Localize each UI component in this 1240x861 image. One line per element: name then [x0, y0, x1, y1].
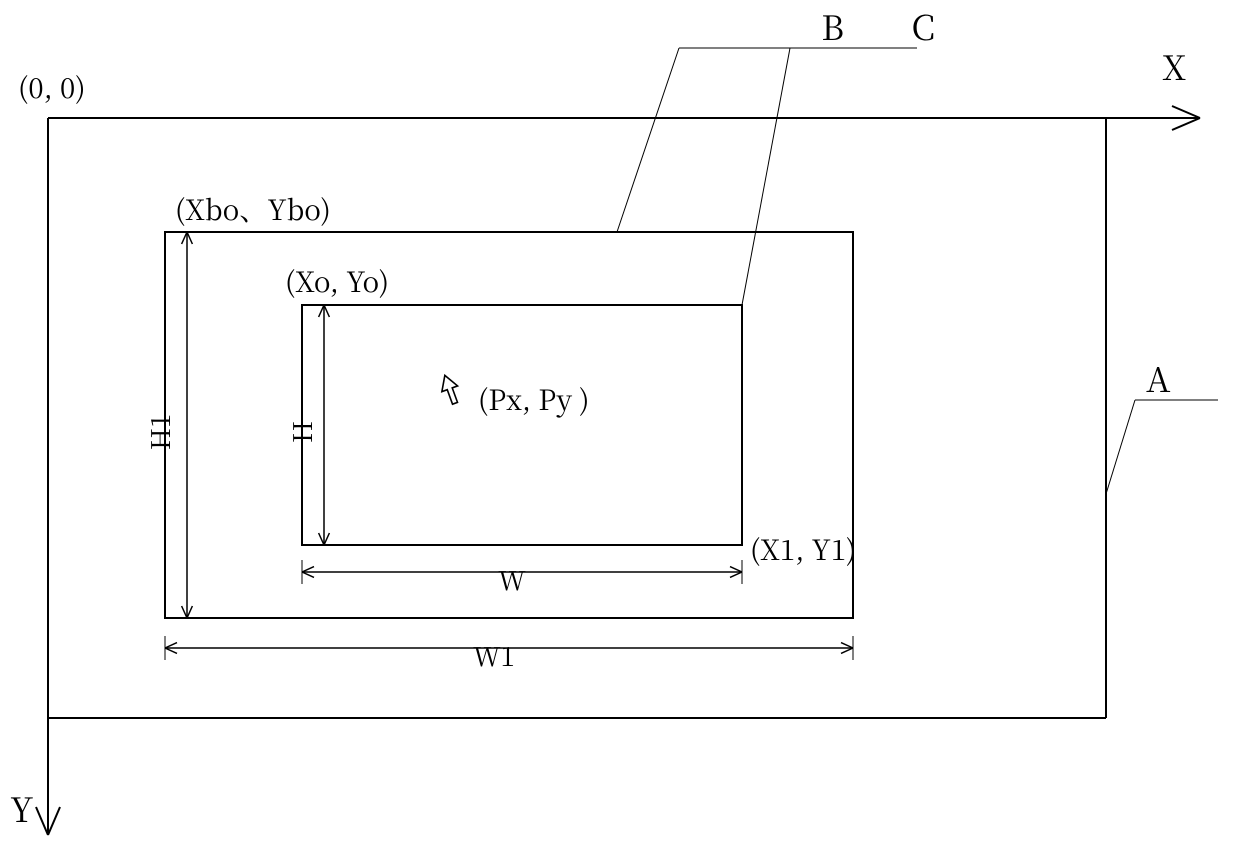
dim-w-label: W — [498, 561, 526, 598]
dim-w1-label: W1 — [473, 637, 515, 674]
label-b: B — [821, 1, 844, 50]
label-x1: (X1, Y1) — [750, 529, 856, 569]
y-axis-label: Y — [10, 783, 33, 832]
dim-h1-label: H1 — [141, 414, 178, 450]
canvas-bg — [0, 0, 1240, 861]
dim-h-label: H — [283, 421, 320, 443]
label-xo: (Xo, Yo) — [285, 261, 389, 301]
label-c: C — [912, 1, 936, 50]
label-a: A — [1146, 353, 1171, 402]
label-xbo: (Xbo、Ybo) — [175, 189, 331, 229]
label-p: (Px, Py ) — [478, 379, 589, 419]
origin-label: (0, 0) — [18, 67, 86, 107]
x-axis-label: X — [1162, 41, 1186, 90]
